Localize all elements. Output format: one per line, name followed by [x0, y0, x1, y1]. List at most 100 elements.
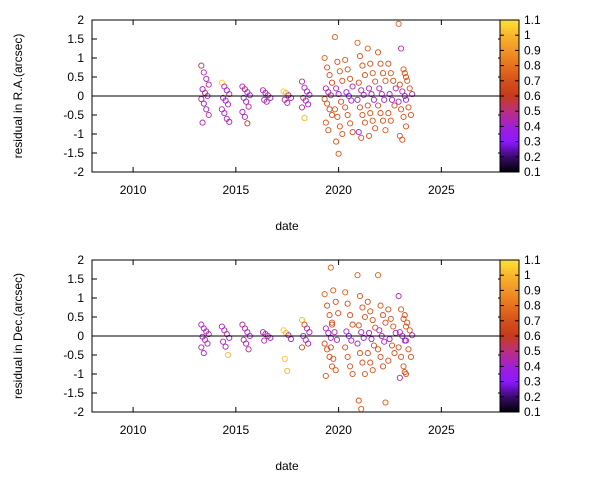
data-point — [302, 336, 309, 343]
colorbar-band — [500, 136, 519, 140]
data-point — [375, 346, 382, 353]
data-point — [395, 20, 402, 27]
data-point — [330, 355, 337, 362]
data-point — [360, 334, 367, 341]
colorbar-band — [500, 60, 519, 64]
data-point — [218, 79, 225, 86]
data-point — [325, 127, 332, 134]
colorbar-band — [500, 50, 519, 54]
data-point — [358, 134, 365, 141]
colorbar-band — [500, 65, 519, 69]
colorbar-band — [500, 310, 519, 314]
colorbar-tick-label: 0.3 — [524, 375, 541, 389]
data-point — [334, 113, 341, 120]
data-point — [218, 106, 225, 113]
colorbar-band — [500, 386, 519, 390]
data-point — [344, 353, 351, 360]
data-point — [387, 315, 394, 322]
data-point — [367, 110, 374, 117]
colorbar: 0.10.20.3 0.40.50.60.70.8 0.911.1 — [499, 253, 541, 419]
data-point — [287, 335, 294, 343]
colorbar-band — [500, 389, 519, 393]
y-tick-label: 0 — [77, 89, 84, 103]
data-point — [364, 102, 371, 109]
data-point — [241, 325, 248, 332]
data-point — [359, 111, 366, 119]
colorbar-band — [500, 22, 519, 26]
colorbar-band — [500, 381, 519, 385]
colorbar-band — [500, 361, 519, 365]
data-point — [402, 73, 410, 81]
data-point — [395, 98, 402, 105]
colorbar-band — [500, 396, 519, 400]
data-point — [399, 136, 406, 143]
colorbar-band — [500, 305, 519, 309]
colorbar-band — [500, 123, 519, 127]
data-point — [367, 359, 374, 366]
colorbar-band — [500, 154, 519, 158]
data-point — [398, 353, 405, 360]
data-point — [409, 332, 416, 339]
colorbar-band — [500, 328, 519, 332]
data-point — [338, 98, 345, 105]
colorbar-band — [500, 96, 519, 99]
data-point — [226, 334, 233, 341]
data-point — [322, 325, 329, 332]
y-tick-label: -0.5 — [63, 348, 84, 362]
colorbar-band — [500, 409, 519, 413]
y-tick-label: 1 — [77, 51, 84, 65]
data-point — [369, 70, 376, 77]
data-point — [388, 342, 396, 349]
data-point — [355, 79, 362, 86]
colorbar-band — [500, 341, 519, 344]
data-point — [221, 327, 228, 334]
data-point — [331, 106, 338, 113]
data-point — [343, 328, 350, 335]
colorbar-band — [500, 290, 519, 294]
data-point — [281, 355, 288, 362]
data-point — [328, 363, 336, 370]
data-point — [382, 127, 389, 134]
data-point — [361, 119, 368, 126]
data-point — [372, 78, 379, 85]
colorbar-band — [500, 30, 519, 33]
colorbar-band — [500, 169, 519, 173]
x-tick-label: 2010 — [120, 183, 147, 197]
data-point — [336, 123, 343, 130]
data-point — [405, 104, 412, 111]
data-point — [354, 96, 361, 103]
data-point — [382, 77, 389, 84]
data-point — [359, 62, 366, 69]
colorbar-band — [500, 93, 519, 97]
data-point — [391, 350, 398, 357]
colorbar-band — [500, 368, 519, 372]
data-point — [241, 113, 248, 120]
colorbar-band — [500, 151, 519, 155]
colorbar-band — [500, 333, 519, 337]
data-point — [246, 92, 253, 99]
x-tick-label: 2020 — [325, 423, 352, 437]
data-point — [354, 272, 361, 279]
colorbar-band — [500, 40, 519, 44]
data-point — [354, 340, 361, 347]
data-point — [335, 150, 342, 157]
data-point — [359, 359, 366, 366]
data-point — [386, 91, 393, 98]
data-point — [347, 312, 354, 319]
colorbar-band — [500, 146, 519, 150]
colorbar-tick-label: 0.4 — [524, 119, 541, 133]
data-point — [203, 106, 210, 113]
colorbar-band — [500, 260, 519, 263]
colorbar-band — [500, 103, 519, 107]
data-point — [222, 343, 229, 350]
colorbar-band — [500, 336, 519, 339]
data-point — [396, 374, 403, 381]
colorbar-band — [500, 27, 519, 31]
data-point — [301, 84, 308, 91]
data-point — [379, 70, 387, 77]
data-point — [402, 337, 410, 344]
data-point — [284, 367, 291, 375]
data-point — [361, 72, 368, 79]
data-point — [327, 344, 334, 351]
data-point — [301, 114, 308, 122]
